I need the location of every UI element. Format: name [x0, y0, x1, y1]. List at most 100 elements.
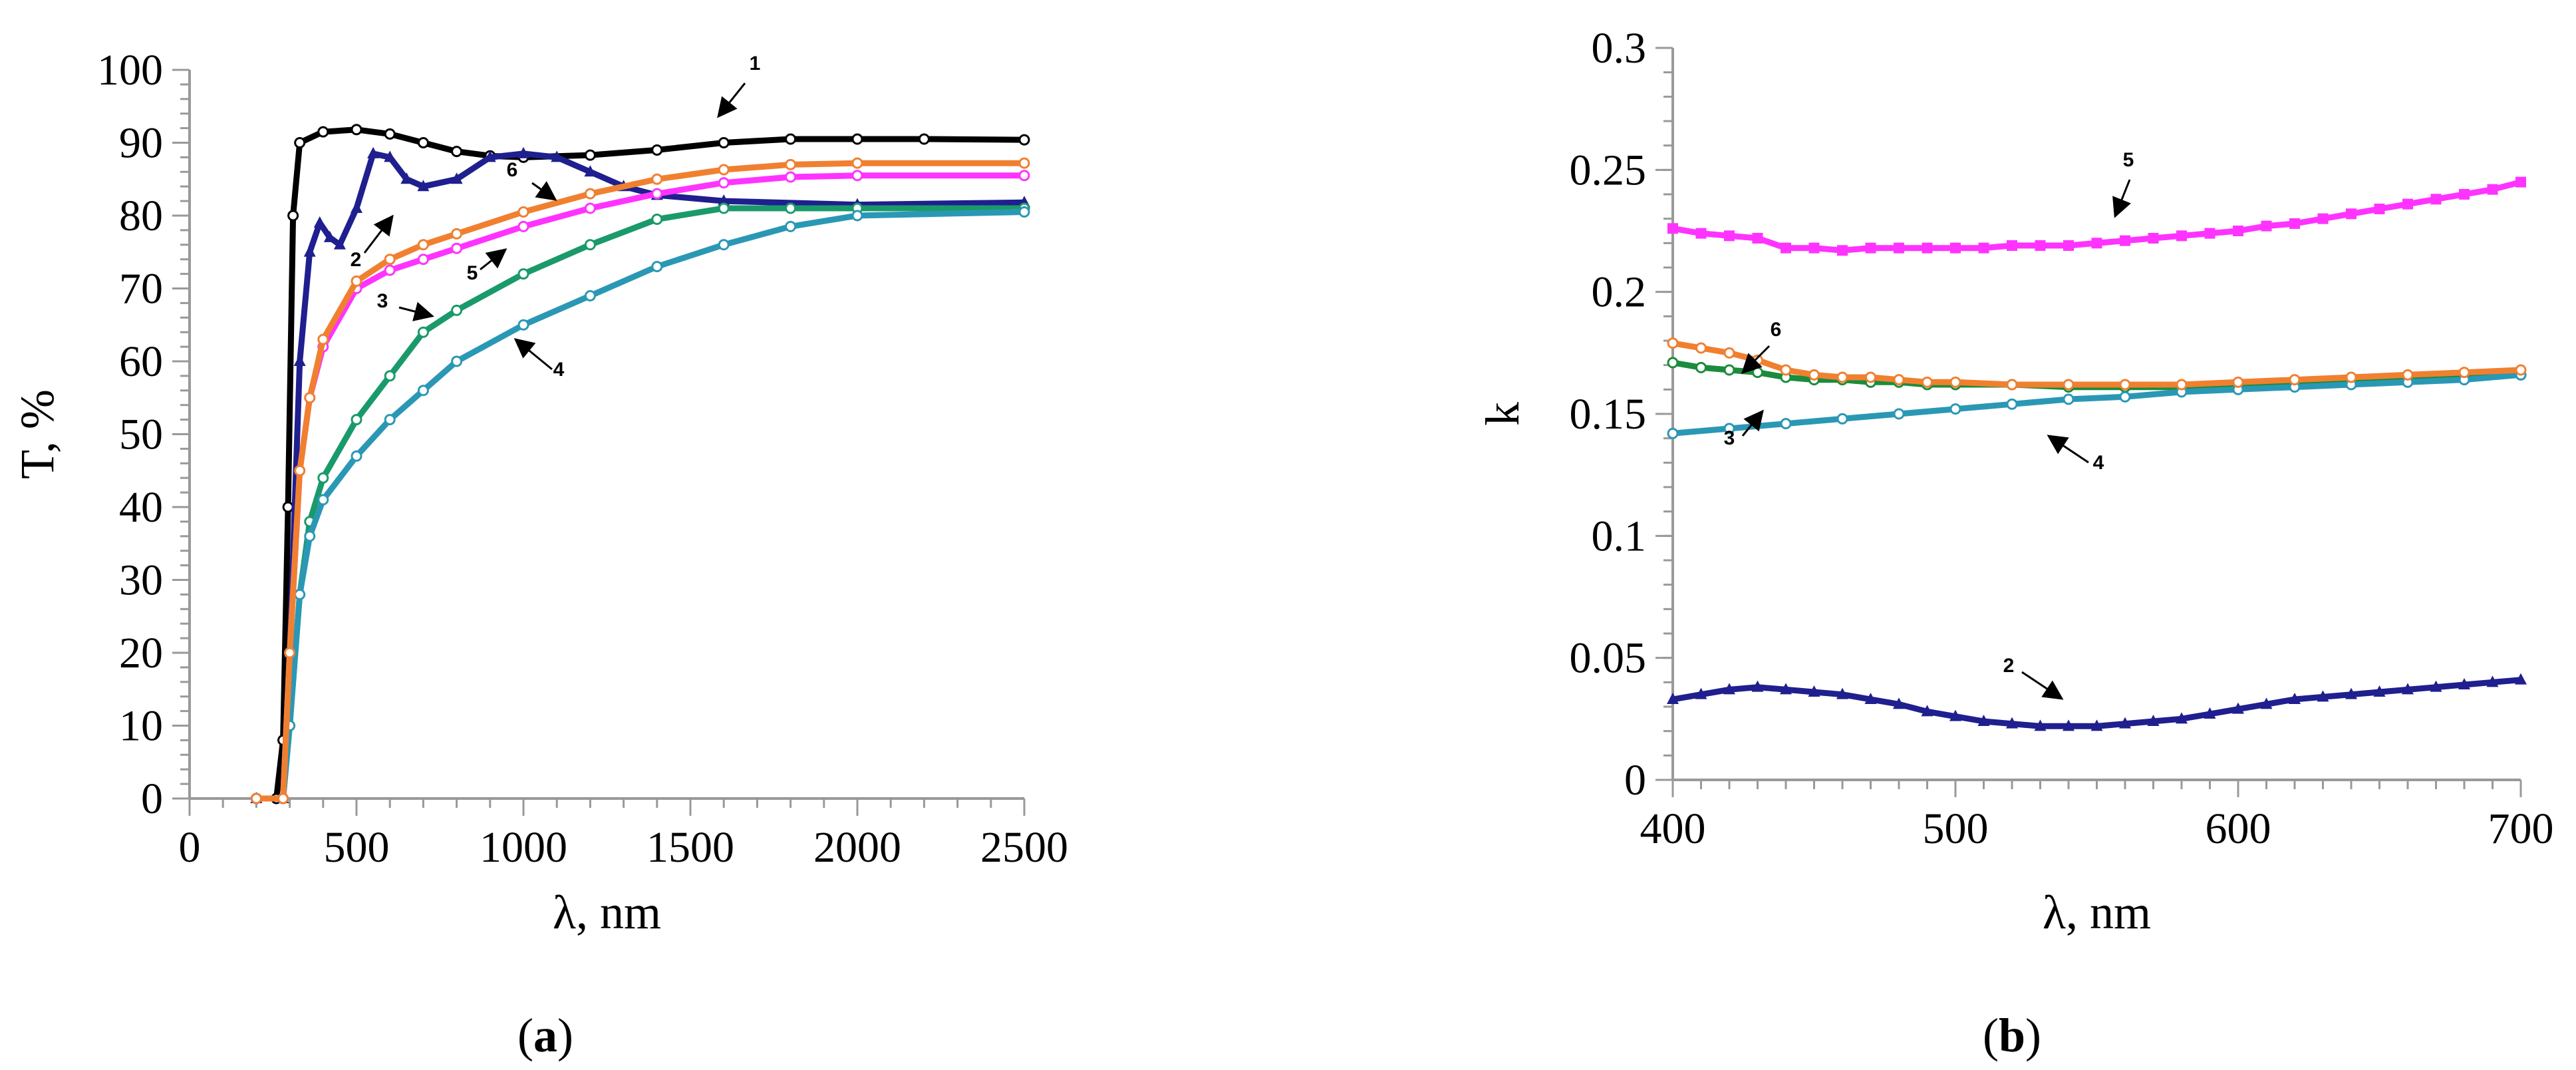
- data-point: [451, 355, 463, 367]
- y-tick-label: 50: [119, 411, 163, 459]
- annotation-label: 6: [507, 159, 518, 181]
- data-point: [1949, 376, 1961, 388]
- x-tick-label: 600: [2206, 804, 2271, 853]
- data-point: [1922, 242, 1933, 254]
- data-point: [2006, 717, 2018, 729]
- data-point: [851, 157, 863, 169]
- data-point: [2345, 687, 2357, 699]
- data-point: [1018, 206, 1030, 218]
- data-point: [1723, 683, 1735, 695]
- data-point: [250, 793, 262, 804]
- data-point: [651, 261, 663, 273]
- data-point: [293, 355, 306, 366]
- data-point: [2063, 719, 2075, 731]
- y-tick-label: 90: [119, 119, 163, 168]
- annotation-arrow: [2021, 671, 2064, 700]
- data-point: [417, 137, 429, 148]
- data-point: [718, 194, 730, 206]
- data-point: [1865, 242, 1876, 254]
- data-point: [417, 180, 430, 192]
- y-tick-label: 0: [141, 775, 163, 823]
- data-point: [1695, 361, 1707, 373]
- annotation-arrow: [398, 301, 434, 321]
- annotation-arrow: [363, 214, 394, 254]
- data-point: [2402, 683, 2414, 695]
- data-point: [2289, 374, 2301, 386]
- annotation-label: 1: [750, 53, 761, 75]
- annotation-label: 5: [467, 262, 478, 284]
- data-point: [584, 289, 596, 301]
- data-point: [1836, 413, 1848, 425]
- data-point: [1977, 715, 1990, 726]
- data-point: [1808, 242, 1820, 254]
- data-point: [1723, 347, 1735, 359]
- data-point: [2345, 371, 2357, 383]
- data-point: [351, 275, 362, 287]
- data-point: [282, 501, 294, 513]
- data-point: [2373, 685, 2386, 697]
- data-point: [1836, 371, 1848, 383]
- data-point: [2119, 379, 2131, 391]
- data-point: [785, 202, 797, 214]
- data-point: [317, 333, 329, 345]
- data-point: [2289, 218, 2300, 229]
- annotation-arrow: [513, 338, 553, 371]
- y-tick-label: 0.25: [1570, 146, 1647, 194]
- data-point: [785, 158, 797, 170]
- data-point: [2487, 184, 2498, 195]
- data-point: [1667, 337, 1679, 349]
- data-point: [450, 172, 463, 184]
- data-point: [718, 164, 730, 176]
- data-point: [1894, 242, 1904, 254]
- x-tick-label: 400: [1640, 804, 1706, 853]
- y-tick-label: 0.3: [1592, 24, 1647, 73]
- x-tick-label: 1000: [480, 823, 567, 872]
- y-axis-label: T, %: [11, 389, 64, 479]
- data-point: [417, 385, 429, 397]
- y-tick-label: 0.1: [1592, 512, 1647, 560]
- data-point: [351, 124, 362, 136]
- data-point: [1667, 357, 1679, 369]
- data-point: [417, 239, 429, 251]
- annotation-label: 2: [351, 249, 362, 271]
- data-point: [1751, 680, 1764, 692]
- chart-b: 400 500 600 700 0 0.05 0.1 0.15 0.2 0.25 0.3 λ, nm k…: [1476, 24, 2554, 1062]
- data-point: [484, 150, 496, 162]
- data-point: [317, 472, 329, 484]
- data-point: [2402, 198, 2413, 210]
- data-point: [2458, 678, 2470, 689]
- data-point: [651, 188, 663, 200]
- data-point: [2289, 693, 2301, 704]
- y-tick-label: 40: [119, 483, 163, 532]
- data-point: [2090, 719, 2103, 731]
- data-point: [1723, 423, 1735, 435]
- x-tick-label: 700: [2488, 804, 2554, 853]
- data-point: [2486, 675, 2499, 687]
- x-tick-label: 1500: [646, 823, 734, 872]
- data-point: [1837, 245, 1848, 256]
- annotation-arrow: [1741, 345, 1771, 375]
- annotation-label: 5: [2123, 149, 2134, 171]
- data-point: [294, 464, 306, 476]
- data-point: [1921, 705, 1933, 717]
- data-point: [2176, 712, 2188, 724]
- data-point: [1723, 364, 1735, 376]
- data-point: [517, 220, 529, 232]
- data-point: [1893, 697, 1905, 709]
- data-point: [2035, 240, 2046, 251]
- data-point: [2515, 176, 2526, 188]
- series-line: [253, 126, 1028, 802]
- data-point: [2232, 376, 2244, 388]
- y-tick-label: 0: [1624, 756, 1646, 804]
- data-point: [317, 126, 329, 138]
- data-point: [1695, 687, 1707, 699]
- data-point: [2260, 697, 2273, 709]
- data-point: [2515, 364, 2527, 376]
- y-tick-label: 80: [119, 192, 163, 240]
- data-point: [1781, 242, 1791, 254]
- series-line: [253, 209, 1028, 802]
- data-point: [718, 202, 730, 214]
- panel-label: (a): [517, 1009, 573, 1062]
- data-point: [2034, 719, 2047, 731]
- data-point: [323, 230, 336, 242]
